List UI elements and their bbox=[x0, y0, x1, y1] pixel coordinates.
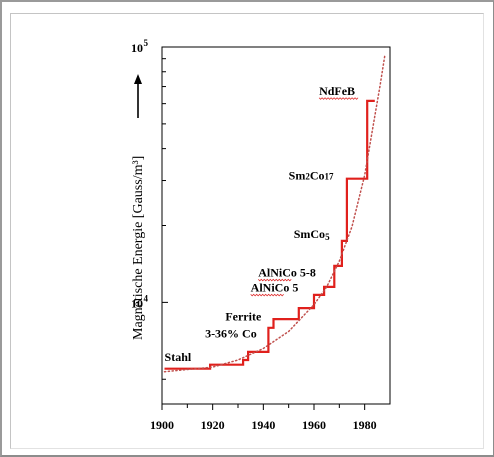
annotation-label: Stahl bbox=[165, 350, 192, 364]
trend-dotted-series bbox=[163, 54, 386, 373]
y-axis-label: Magnetische Energie [Gauss/m³] bbox=[131, 74, 146, 340]
annotation-smco5: SmCo5 bbox=[294, 227, 330, 242]
spellcheck-underline bbox=[250, 293, 284, 297]
y-tick-label: 105 bbox=[131, 38, 149, 55]
content-border bbox=[10, 13, 484, 449]
annotation-label: NdFeB bbox=[319, 84, 355, 98]
spellcheck-underline bbox=[257, 278, 292, 282]
x-tick-label: 1980 bbox=[353, 418, 377, 432]
y-axis-label-text: Magnetische Energie [Gauss/m³] bbox=[131, 156, 146, 340]
annotation-alnico5: AlNiCo 5 bbox=[250, 280, 299, 297]
annotation-stahl: Stahl bbox=[165, 350, 192, 364]
x-tick-label: 1900 bbox=[150, 418, 174, 432]
plot-area bbox=[161, 46, 391, 405]
annotation-alnico58: AlNiCo 5-8 bbox=[257, 265, 316, 282]
spellcheck-underline bbox=[318, 97, 359, 100]
annotation-label: Sm2Co17 bbox=[289, 168, 334, 182]
annotation-label: 3-36% Co bbox=[205, 326, 257, 340]
annotation-label: SmCo5 bbox=[294, 227, 330, 242]
annotation-sm2co17: Sm2Co17 bbox=[289, 168, 334, 182]
x-tick-label: 1960 bbox=[302, 418, 326, 432]
annotation-ndfeb: NdFeB bbox=[318, 84, 359, 100]
annotation-label: AlNiCo 5-8 bbox=[258, 265, 316, 279]
x-tick-label: 1940 bbox=[251, 418, 275, 432]
annotation-ferrite: Ferrite bbox=[225, 309, 262, 323]
annotation-co: 3-36% Co bbox=[205, 326, 257, 340]
x-tick-label: 1920 bbox=[201, 418, 225, 432]
step-line-series bbox=[164, 99, 375, 370]
annotation-label: Ferrite bbox=[225, 309, 262, 323]
y-axis-arrow-head bbox=[134, 74, 142, 84]
annotation-label: AlNiCo 5 bbox=[251, 280, 299, 294]
